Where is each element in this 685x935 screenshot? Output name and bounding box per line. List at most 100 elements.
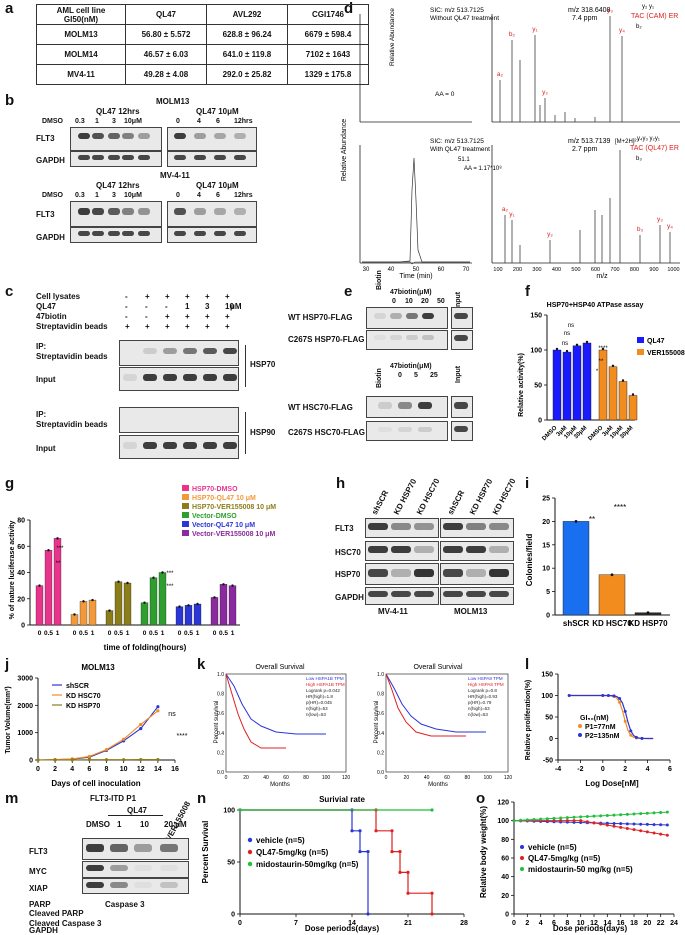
blot-c-ip-hsp90 [119,407,239,433]
h-band [443,569,463,577]
gapdh-band [92,155,104,160]
i-xtick-label: KD HSP70 [628,619,668,628]
h-band [414,591,434,597]
d-sic-bot-2: With QL47 treatment [430,146,490,153]
o-xtick-label: 16 [617,920,625,927]
chart-l: Relative proliferation(%) Log Dose[nM] G… [520,660,685,790]
time-label: 12hrs [234,192,253,199]
n-ytick-label: 50 [227,860,235,867]
k-xtick-label: 120 [504,775,513,781]
gapdh-band [122,155,134,160]
o-point [586,815,589,818]
f-ytick-label: 50 [534,383,542,390]
c-mark: - [145,312,148,321]
m-row-label: XIAP [29,884,48,893]
g-xtick-label: 0.5 [184,630,193,637]
e-dose: 0 [392,298,396,305]
i-xtick-label: shSCR [563,619,589,628]
n-ytick-label: 100 [223,808,235,815]
f-legend-swatch [637,337,644,343]
j-ytick-label: 3000 [17,676,33,683]
m-row-label-inline: Caspase 3 [105,900,145,909]
h-band [414,546,434,553]
g-annotation: *** [56,546,64,552]
dose-label: DMSO [42,192,63,199]
l-point [618,701,621,704]
g-legend-label: Vector-DMSO [192,513,237,520]
d-aa0: AA = 0 [435,91,455,98]
h-band [443,523,463,530]
flt3-band [92,208,104,215]
cell-value: 641.0 ± 119.8 [207,45,288,65]
g-legend-label: HSP70-DMSO [192,486,238,493]
h-band [466,523,486,530]
m-col: 20 μM [164,820,187,829]
o-point [566,816,569,819]
o-ytick-label: 0 [505,912,509,919]
row-cell-name: MOLM14 [37,45,126,65]
e-band [418,402,432,409]
k-legend-text: n(low)=53 [468,712,488,717]
d-xtick: 40 [388,267,395,273]
g-bar [124,583,131,625]
f-legend-swatch [637,349,644,355]
e-dose: 50 [437,298,445,305]
g-legend-swatch [182,521,189,527]
e-input-band [454,402,468,409]
f-point [586,341,588,343]
o-point [659,833,662,836]
k-legend-text: n(high)=53 [306,706,328,711]
h-band [466,591,486,597]
o-ytick-label: 120 [497,800,509,807]
n-legend-dot [248,850,252,854]
e-band [374,335,386,340]
d-ion-top: a₂ [497,71,504,78]
h-band [466,546,486,553]
e-row-label: C267S HSP70-FLAG [288,335,364,344]
f-bar [609,367,617,420]
j-legend-label: shSCR [66,683,89,690]
g-legend-label: HSP70-QL47 10 μM [192,495,256,502]
j-legend-label: KD HSP70 [66,703,100,710]
j-point [156,758,159,761]
n-point [390,829,393,832]
j-point [88,755,91,758]
g-xtick-label: 0 [143,630,147,637]
cell-value: 49.28 ± 4.08 [126,65,207,85]
col-header: AVL292 [207,5,288,25]
time-label: 6 [216,192,220,199]
o-ytick-label: 60 [501,856,509,863]
e-band [418,427,432,432]
g-xtick-label: 1 [231,630,235,637]
k-legend-text: Logrank p=0.042 [306,688,340,693]
h-band [414,523,434,530]
o-point [639,812,642,815]
h-band [391,569,411,577]
e-band [378,402,392,409]
i-bar [563,521,589,615]
c-mark: + [185,292,190,301]
m-row-label: PARP [29,900,51,909]
o-point [619,822,622,825]
m-band [86,882,104,888]
f-bar [629,396,637,421]
j-point [139,723,142,726]
o-ytick-label: 40 [501,874,509,881]
table-row: MV4-11 49.28 ± 4.08 292.0 ± 25.82 1329 ±… [37,65,369,85]
o-point [553,817,556,820]
d-seq-top: TAC (CAM) ER [631,13,678,20]
g-point [126,582,128,584]
c-bracket [245,412,246,454]
j-ytick-label: 2000 [17,703,33,710]
o-point [666,834,669,837]
o-point [566,819,569,822]
o-xtick-label: 14 [603,920,611,927]
o-point [613,814,616,817]
c-mark: 1 [185,302,189,311]
o-legend-dot [520,856,524,860]
c-mark: + [225,312,230,321]
time-label: 0 [176,192,180,199]
dose-label: 0.3 [75,192,85,199]
m-group-line [108,815,163,816]
o-point [573,816,576,819]
